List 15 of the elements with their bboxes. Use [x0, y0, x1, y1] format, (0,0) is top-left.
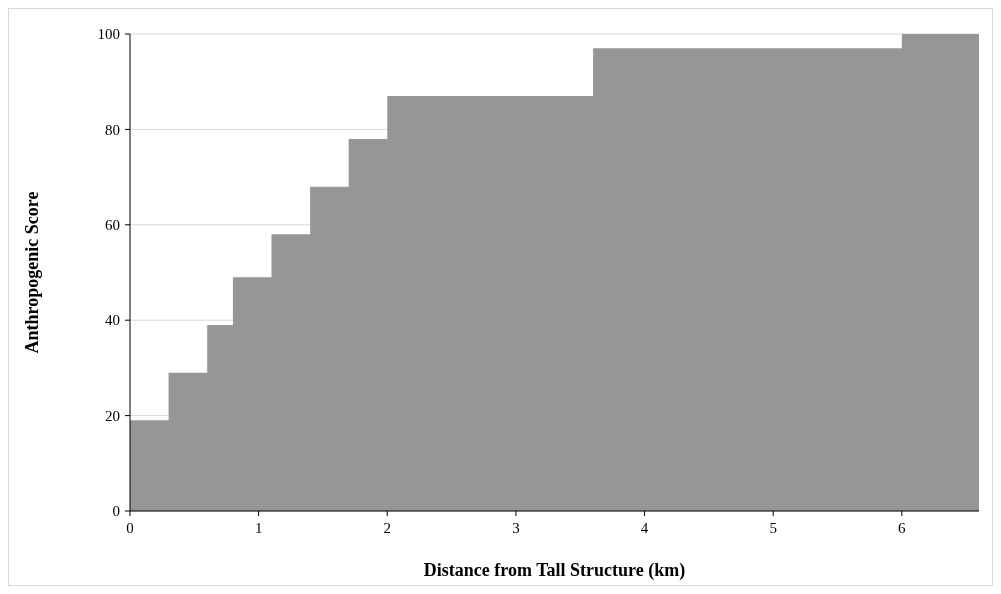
x-tick-label: 1: [254, 520, 263, 536]
x-axis-title: Distance from Tall Structure (km): [423, 560, 686, 581]
x-tick-label: 0: [126, 520, 134, 536]
x-tick-label: 6: [898, 520, 907, 536]
x-tick-label: 4: [640, 520, 649, 536]
y-tick-label: 20: [105, 407, 120, 424]
y-tick-label: 100: [97, 26, 120, 43]
x-tick-label: 2: [383, 520, 392, 536]
y-tick-label: 80: [105, 121, 120, 138]
y-axis-title: Anthropogenic Score: [22, 191, 42, 354]
x-tick-label: 5: [769, 520, 777, 536]
y-tick-label: 60: [105, 217, 120, 234]
x-tick-label: 3: [512, 520, 520, 536]
y-tick-label: 40: [105, 312, 120, 329]
y-tick-label: 0: [112, 503, 120, 520]
